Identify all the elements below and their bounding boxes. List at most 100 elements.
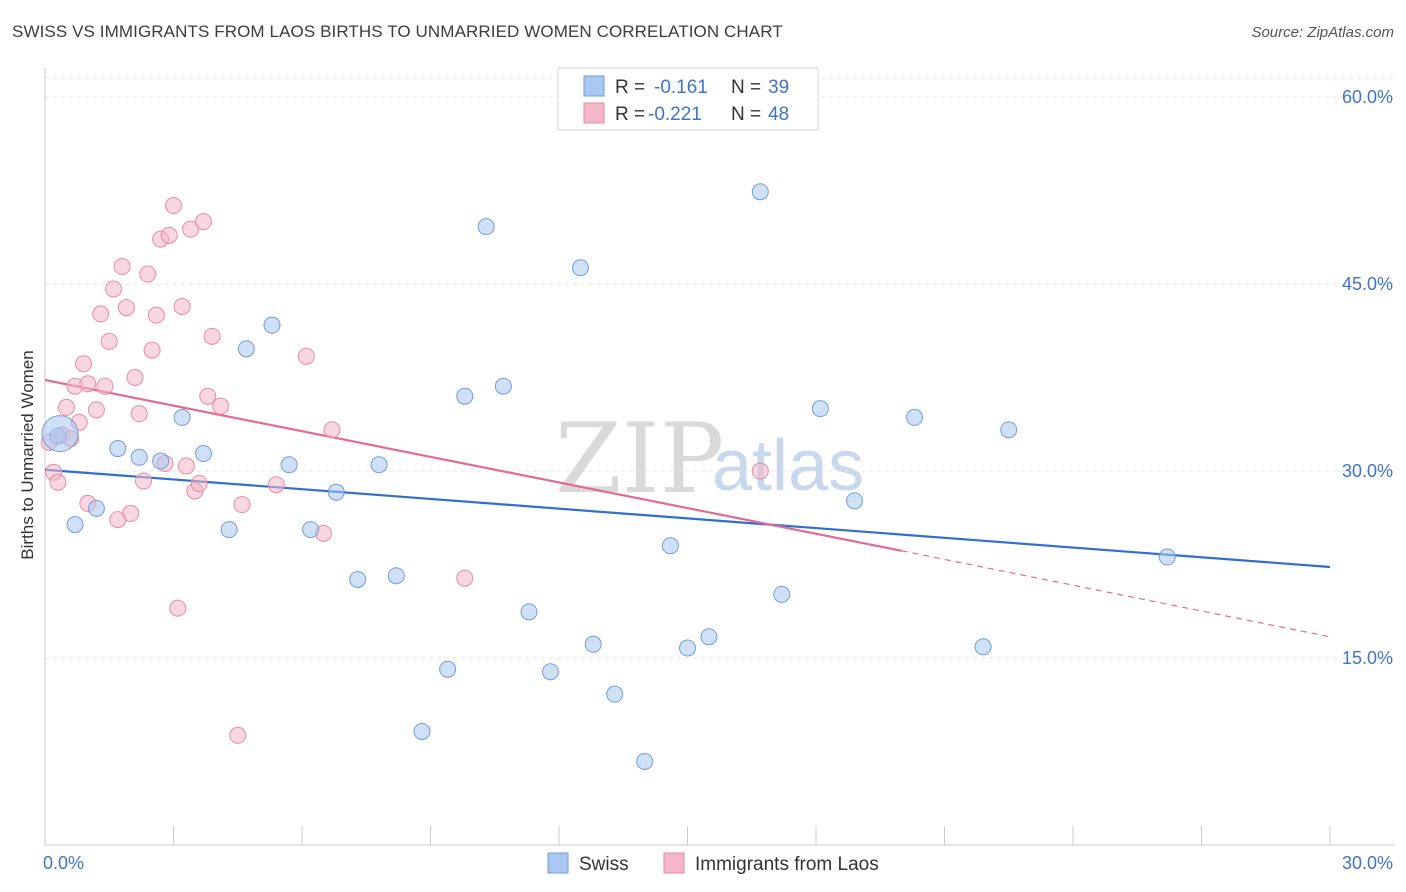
data-point-swiss xyxy=(109,440,127,458)
legend-bottom-swatch-laos xyxy=(663,852,685,874)
data-point-swiss xyxy=(439,660,457,678)
trend-lines xyxy=(44,378,1331,638)
data-point-laos xyxy=(160,226,178,244)
data-point-swiss xyxy=(194,445,212,463)
chart-title: SWISS VS IMMIGRANTS FROM LAOS BIRTHS TO … xyxy=(12,22,783,41)
trend-line-swiss xyxy=(44,468,1331,569)
data-point-swiss xyxy=(584,635,602,653)
y-axis-title: Births to Unmarried Women xyxy=(18,350,37,559)
data-point-laos xyxy=(751,462,769,480)
x-tick-label: 30.0% xyxy=(1342,853,1393,873)
data-point-swiss xyxy=(541,663,559,681)
data-point-laos xyxy=(229,726,247,744)
data-point-laos xyxy=(190,474,208,492)
data-point-laos xyxy=(267,476,285,494)
data-point-swiss xyxy=(87,499,105,517)
data-point-swiss xyxy=(130,448,148,466)
data-point-laos xyxy=(165,196,182,214)
data-point-laos xyxy=(169,599,187,617)
data-point-swiss xyxy=(173,408,191,426)
data-point-swiss xyxy=(1158,548,1176,566)
data-point-laos xyxy=(212,397,230,415)
watermark-zip: ZIP xyxy=(555,403,724,515)
grid-lines xyxy=(45,77,1395,659)
trend-line-dashed-laos xyxy=(901,550,1331,638)
data-point-swiss xyxy=(1000,421,1018,439)
data-point-swiss xyxy=(263,316,281,334)
data-point-laos xyxy=(323,421,341,439)
data-point-laos xyxy=(126,369,144,386)
data-point-swiss-large xyxy=(41,415,79,453)
data-point-swiss xyxy=(152,452,170,470)
data-point-laos xyxy=(135,472,153,490)
legend-swatch-laos xyxy=(583,102,605,124)
legend-series: Swiss Immigrants from Laos xyxy=(547,852,879,875)
data-point-swiss xyxy=(370,456,388,474)
source-label: Source: ZipAtlas.com xyxy=(1251,24,1394,41)
legend-r-label-1: R = xyxy=(615,77,645,98)
data-point-laos xyxy=(49,473,67,491)
data-point-laos xyxy=(233,496,251,514)
legend-n-label-1: N = xyxy=(731,77,761,98)
data-point-laos xyxy=(122,504,140,522)
legend-stats: R = -0.161 N = 39 R = -0.221 N = 48 xyxy=(557,67,819,131)
data-point-laos xyxy=(173,297,191,315)
data-point-laos xyxy=(105,280,123,298)
tick-labels: 15.0% 30.0% 45.0% 60.0% 0.0% 30.0% xyxy=(43,87,1393,873)
data-point-swiss xyxy=(520,603,538,621)
data-point-swiss xyxy=(571,259,589,277)
data-point-swiss xyxy=(679,639,696,657)
data-point-laos xyxy=(100,332,118,350)
legend-n-value-1: 39 xyxy=(768,77,789,98)
y-tick-label: 15.0% xyxy=(1342,648,1393,668)
data-point-laos xyxy=(79,375,97,393)
data-point-laos xyxy=(139,265,157,283)
data-point-laos xyxy=(92,305,110,323)
data-points xyxy=(40,183,1176,770)
data-point-laos xyxy=(203,327,221,345)
data-point-swiss xyxy=(700,628,718,646)
data-point-laos xyxy=(177,457,195,475)
data-point-swiss xyxy=(302,521,320,539)
axes xyxy=(44,68,1395,846)
legend-r-label-2: R = xyxy=(615,104,645,125)
data-point-laos xyxy=(199,387,217,405)
trend-line-laos xyxy=(44,378,902,552)
data-point-swiss xyxy=(387,567,405,585)
data-point-swiss xyxy=(661,537,679,555)
data-point-laos xyxy=(113,258,131,276)
data-point-swiss xyxy=(636,752,654,770)
legend-r-value-1: -0.161 xyxy=(654,77,708,98)
data-point-swiss xyxy=(220,521,238,539)
data-point-laos xyxy=(87,401,105,419)
data-point-swiss xyxy=(477,218,495,236)
data-point-swiss xyxy=(906,408,924,426)
legend-n-label-2: N = xyxy=(731,104,761,125)
legend-bottom-label-swiss: Swiss xyxy=(579,854,629,875)
data-point-laos xyxy=(96,377,114,395)
data-point-laos xyxy=(75,355,93,373)
data-point-laos xyxy=(297,347,315,365)
data-point-swiss xyxy=(237,340,255,358)
data-point-swiss xyxy=(773,585,791,603)
data-point-laos xyxy=(456,569,474,587)
data-point-laos xyxy=(130,405,148,423)
data-point-swiss xyxy=(327,483,345,501)
data-point-laos xyxy=(117,299,135,317)
legend-n-value-2: 48 xyxy=(768,104,789,125)
data-point-laos xyxy=(147,306,165,324)
legend-swatch-swiss xyxy=(583,75,605,97)
legend-r-value-2: -0.221 xyxy=(648,104,702,125)
data-point-swiss xyxy=(456,387,474,405)
data-point-swiss xyxy=(413,723,431,741)
legend-bottom-label-laos: Immigrants from Laos xyxy=(695,854,879,875)
data-point-swiss xyxy=(606,685,624,703)
y-tick-label: 45.0% xyxy=(1342,274,1393,294)
data-point-laos xyxy=(182,220,200,238)
data-point-swiss xyxy=(66,516,84,534)
y-tick-label: 30.0% xyxy=(1342,461,1393,481)
data-point-swiss xyxy=(811,400,829,418)
x-tick-label: 0.0% xyxy=(43,853,84,873)
data-point-laos xyxy=(57,398,75,416)
